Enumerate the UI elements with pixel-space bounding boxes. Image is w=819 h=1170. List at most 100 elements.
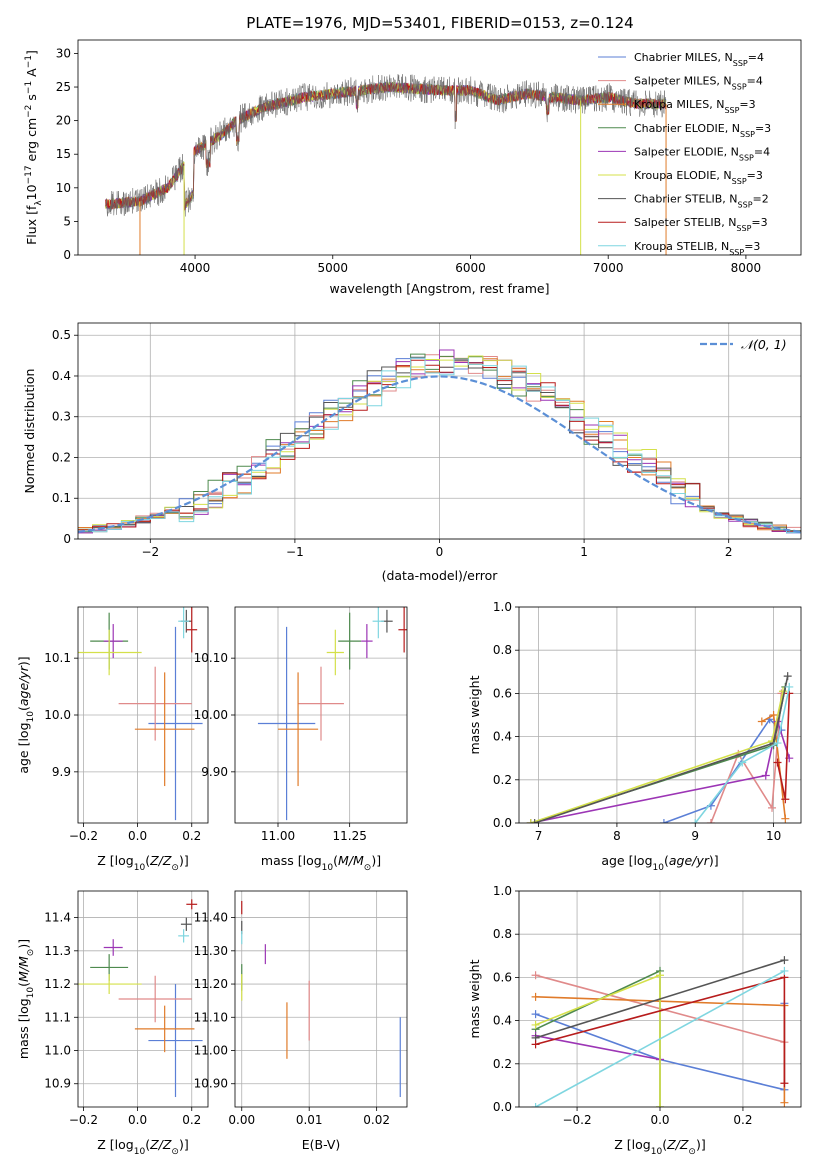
plot-area: [531, 956, 789, 1107]
errorbar-point: [134, 672, 195, 787]
x-axis-label: age [log10(age/yr)]: [601, 853, 718, 873]
errorbar-point: [186, 607, 198, 653]
plot-area: [257, 607, 407, 821]
y-axis-label: Normed distribution: [22, 369, 37, 494]
panel-spectrum: 4000 5000 6000 7000 8000 0 5 10 15 20 25 30 waveleng…: [24, 39, 802, 296]
weight-marker: [781, 814, 790, 823]
plot-area: [78, 607, 203, 821]
weight-marker: [773, 758, 782, 767]
weight-marker: [783, 672, 792, 681]
panel-weight_vs_Z: −0.2 0.0 0.2 0.0 0.2 0.4 0.6 0.8 1.0 Z [log10(Z/Z…: [467, 884, 802, 1157]
weight-series-line: [530, 718, 791, 823]
y-axis-label: age [log10(age/yr)]: [16, 656, 36, 773]
histogram-step: [78, 357, 801, 533]
errorbar-point: [148, 626, 203, 821]
axes-frame: [77, 606, 209, 824]
y-tick-label: 0.8: [493, 643, 512, 657]
x-tick-label: −1: [286, 545, 304, 559]
x-axis-label: E(B-V): [302, 1137, 341, 1152]
x-tick-label: 2: [725, 545, 733, 559]
y-tick-label: 11.00: [194, 1044, 228, 1058]
figure-title: PLATE=1976, MJD=53401, FIBERID=0153, z=0…: [246, 14, 633, 32]
errorbar-point: [298, 666, 344, 741]
errorbar-point: [134, 1005, 195, 1053]
x-tick-label: 11.25: [332, 829, 366, 843]
legend-entry: Kroupa ELODIE, NSSP=3: [634, 169, 763, 186]
weight-marker: [531, 971, 540, 980]
y-tick-label: 15: [56, 147, 71, 161]
y-axis-label: mass weight: [467, 675, 482, 754]
y-tick-label: 11.0: [44, 1044, 71, 1058]
x-tick-label: 0: [436, 545, 444, 559]
x-tick-label: 0.0: [650, 1113, 669, 1127]
weight-marker: [780, 1079, 789, 1088]
weight-marker: [780, 1098, 789, 1107]
histogram-step: [78, 359, 801, 532]
errorbar-point: [78, 974, 142, 995]
errorbar-point: [118, 975, 192, 1023]
x-tick-label: −0.2: [69, 1113, 98, 1127]
x-tick-label: −2: [141, 545, 159, 559]
y-tick-label: 10.1: [44, 651, 71, 665]
weight-series-line: [694, 686, 791, 823]
weight-marker: [656, 971, 664, 980]
weight-marker: [659, 819, 668, 823]
y-tick-label: 0.2: [493, 773, 512, 787]
axes-frame: [518, 890, 802, 1108]
y-tick-label: 10.90: [194, 1077, 228, 1091]
y-tick-label: 0: [63, 532, 71, 546]
errorbar-point: [148, 984, 203, 1098]
x-tick-label: 0.02: [363, 1113, 390, 1127]
x-tick-label: 8000: [731, 261, 762, 275]
errorbar-point: [78, 629, 142, 676]
y-tick-label: 25: [56, 80, 71, 94]
y-tick-label: 10.00: [194, 708, 228, 722]
weight-marker: [780, 956, 789, 965]
weight-marker: [531, 1020, 540, 1029]
errorbar-point: [338, 612, 362, 670]
errorbar-point: [398, 607, 407, 653]
axes-frame: [234, 606, 408, 824]
panel-weight_vs_age: 7 8 9 10 0.0 0.2 0.4 0.6 0.8 1.0 age [log10(age/yr…: [467, 600, 802, 873]
y-tick-label: 0.6: [493, 686, 512, 700]
y-tick-label: 0.2: [493, 1057, 512, 1071]
y-tick-label: 10.0: [44, 708, 71, 722]
axes-frame: [77, 39, 802, 256]
weight-marker: [773, 739, 782, 748]
x-tick-label: 9: [691, 829, 699, 843]
weight-marker: [768, 803, 777, 812]
weight-series-line: [530, 686, 787, 823]
y-tick-label: 11.4: [44, 911, 71, 925]
x-tick-label: 8: [613, 829, 621, 843]
errorbar-point: [361, 624, 373, 659]
y-tick-label: 11.40: [194, 911, 228, 925]
y-tick-label: 0: [63, 248, 71, 262]
y-tick-label: 0.2: [52, 450, 71, 464]
x-tick-label: 6000: [455, 261, 486, 275]
weight-marker: [530, 819, 539, 823]
legend-entry: Chabrier ELODIE, NSSP=3: [634, 122, 771, 139]
y-tick-label: 0.0: [493, 1100, 512, 1114]
weight-marker: [656, 1103, 664, 1107]
y-tick-label: 0.4: [493, 730, 512, 744]
x-tick-label: 1: [580, 545, 588, 559]
errorbar-point: [180, 917, 192, 931]
panel-mass_vs_Z: −0.2 0.0 0.2 10.9 11.0 11.1 11.2 11.3 11.4 Z [log…: [16, 890, 209, 1157]
histogram-step: [78, 355, 801, 531]
y-tick-label: 1.0: [493, 884, 512, 898]
panel-age_vs_Z: −0.2 0.0 0.2 9.9 10.0 10.1 Z [log10(Z/Z⊙)] age …: [16, 606, 209, 873]
errorbar-point: [178, 607, 190, 639]
y-tick-label: 0.0: [493, 816, 512, 830]
y-axis-label: Flux [fλ10−17 erg cm−2 s−1 A−1]: [24, 50, 44, 245]
panel-mass_vs_ebv: 0.00 0.01 0.02 10.90 11.00 11.10 11.20 11.30 11.…: [194, 890, 408, 1152]
x-axis-label: Z [log10(Z/Z⊙)]: [614, 1137, 705, 1157]
y-tick-label: 0.4: [493, 1014, 512, 1028]
axes-frame: [77, 322, 802, 540]
errorbar-point: [372, 607, 385, 639]
panel-residuals: −2 −1 0 1 2 0 0.1 0.2 0.3 0.4 0.5 𝒩(0, 1) (data-mode…: [22, 322, 802, 583]
x-tick-label: 10: [766, 829, 781, 843]
errorbar-point: [257, 626, 316, 821]
weight-series-line: [710, 693, 783, 823]
y-axis-label: mass weight: [467, 959, 482, 1038]
